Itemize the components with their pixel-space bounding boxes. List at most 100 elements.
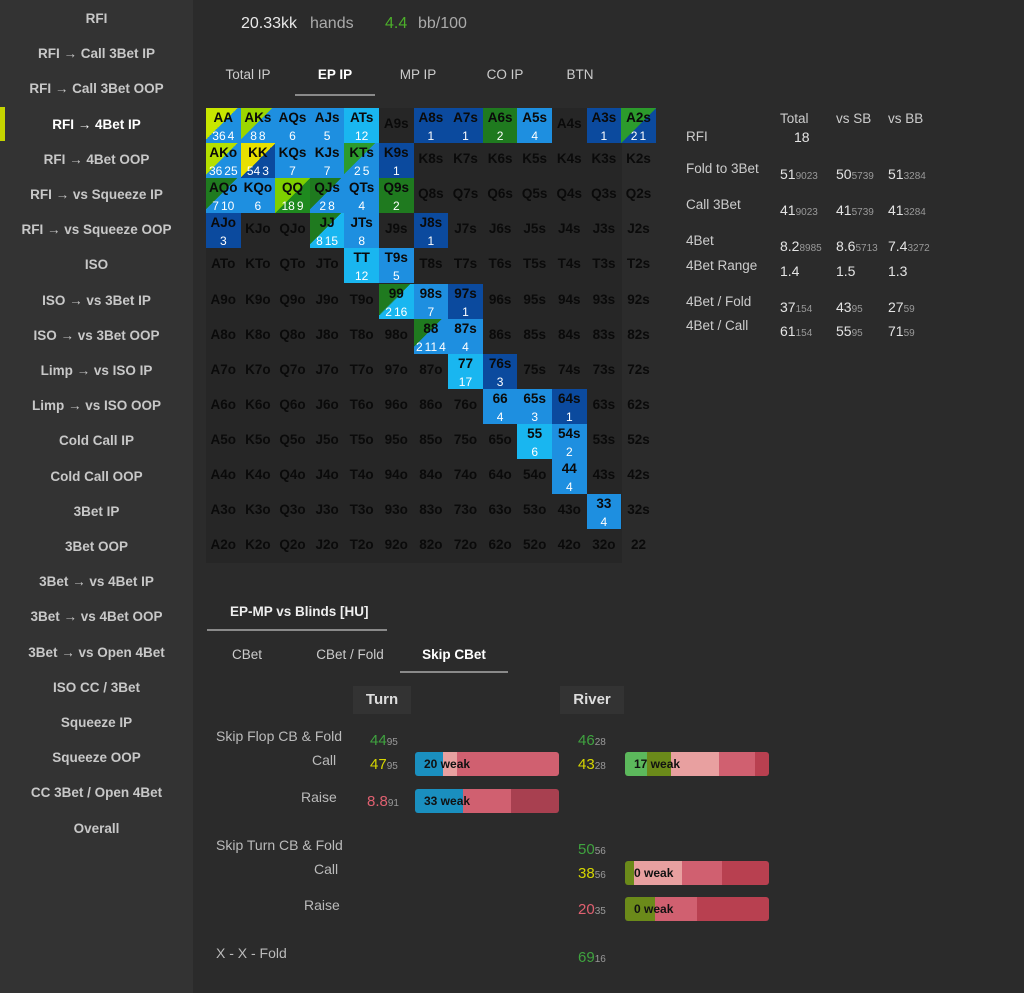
hand-cell[interactable]: 64o bbox=[483, 459, 518, 494]
hand-cell[interactable]: A9o bbox=[206, 284, 241, 319]
hand-cell[interactable]: 98o bbox=[379, 319, 414, 354]
hand-cell[interactable]: J5o bbox=[310, 424, 345, 459]
sidebar-item[interactable]: Squeeze IP bbox=[60, 715, 133, 730]
hand-cell[interactable]: 86s bbox=[483, 319, 518, 354]
hand-cell[interactable]: A5o bbox=[206, 424, 241, 459]
hand-cell[interactable]: 86o bbox=[414, 389, 449, 424]
hand-cell[interactable]: 83o bbox=[414, 494, 449, 529]
hand-cell[interactable]: Q3o bbox=[275, 494, 310, 529]
hand-cell[interactable]: 33 4 bbox=[586, 494, 622, 530]
hand-cell[interactable]: 92o bbox=[379, 529, 414, 564]
hand-cell[interactable]: A8o bbox=[206, 319, 241, 354]
hand-cell[interactable]: 73o bbox=[448, 494, 483, 529]
hand-cell[interactable]: A3s 1 bbox=[586, 108, 622, 143]
hand-cell[interactable]: K5s bbox=[517, 143, 552, 178]
hand-cell[interactable]: KTs 2 5 bbox=[344, 143, 379, 179]
sidebar-item[interactable]: Overall bbox=[73, 820, 120, 836]
hand-cell[interactable]: Q3s bbox=[587, 178, 622, 213]
hand-cell[interactable]: 54s 2 bbox=[552, 423, 587, 459]
hand-cell[interactable]: T9s 5 bbox=[379, 248, 414, 284]
hand-cell[interactable]: J9s bbox=[379, 213, 414, 248]
hand-cell[interactable]: J2s bbox=[621, 213, 656, 248]
hand-cell[interactable]: A4s bbox=[552, 108, 587, 143]
hand-cell[interactable]: 95o bbox=[379, 424, 414, 459]
hand-cell[interactable]: KQo 6 bbox=[240, 178, 276, 214]
sidebar-item[interactable]: RFI → Call 3Bet IP bbox=[37, 46, 156, 62]
hand-cell[interactable]: JTs 8 bbox=[344, 213, 379, 249]
hand-cell[interactable]: 75s bbox=[517, 354, 552, 389]
hand-cell[interactable]: 77 17 bbox=[448, 353, 483, 389]
weak-distribution-bar[interactable]: 0 weak bbox=[625, 897, 769, 921]
hand-cell[interactable]: Q8s bbox=[414, 178, 449, 213]
position-tab[interactable]: CO IP bbox=[486, 67, 524, 82]
hand-cell[interactable]: 96o bbox=[379, 389, 414, 424]
hand-cell[interactable]: 43o bbox=[552, 494, 587, 529]
sidebar-item[interactable]: RFI → 4Bet OOP bbox=[43, 151, 150, 167]
hand-cell[interactable]: 99 2 16 bbox=[379, 283, 414, 319]
hand-cell[interactable]: A4o bbox=[206, 459, 241, 494]
hand-cell[interactable]: AQo 7 10 bbox=[206, 178, 241, 214]
hand-cell[interactable]: T6s bbox=[483, 248, 518, 283]
hand-cell[interactable]: 82o bbox=[414, 529, 449, 564]
hand-cell[interactable]: 55 6 bbox=[517, 423, 552, 459]
weak-distribution-bar[interactable]: 33 weak bbox=[415, 789, 559, 813]
hand-cell[interactable]: K7o bbox=[241, 354, 276, 389]
hand-cell[interactable]: T7o bbox=[344, 354, 379, 389]
sidebar-item[interactable]: Limp → vs ISO OOP bbox=[31, 398, 162, 414]
hand-cell[interactable]: 63s bbox=[587, 389, 622, 424]
hand-cell[interactable]: 72s bbox=[621, 354, 656, 389]
hand-cell[interactable]: J9o bbox=[310, 284, 345, 319]
sidebar-item[interactable]: ISO → vs 3Bet IP bbox=[42, 292, 151, 308]
hand-cell[interactable]: 74s bbox=[552, 354, 587, 389]
hand-cell[interactable]: 97o bbox=[379, 354, 414, 389]
hand-cell[interactable]: 42s bbox=[621, 459, 656, 494]
hand-cell[interactable]: K8o bbox=[241, 319, 276, 354]
hand-cell[interactable]: 84o bbox=[414, 459, 449, 494]
sidebar-item[interactable]: ISO → vs 3Bet OOP bbox=[33, 327, 160, 343]
hand-cell[interactable]: J6o bbox=[310, 389, 345, 424]
sidebar-item[interactable]: 3Bet IP bbox=[73, 503, 120, 519]
hand-cell[interactable]: J3s bbox=[587, 213, 622, 248]
hand-cell[interactable]: 87o bbox=[414, 354, 449, 389]
hand-cell[interactable]: J7o bbox=[310, 354, 345, 389]
hand-cell[interactable]: 75o bbox=[448, 424, 483, 459]
hand-cell[interactable]: AKo 36 25 bbox=[206, 143, 241, 179]
hand-cell[interactable]: A2s 2 1 bbox=[621, 108, 656, 143]
hand-cell[interactable]: T8o bbox=[344, 319, 379, 354]
hand-cell[interactable]: 84s bbox=[552, 319, 587, 354]
hand-cell[interactable]: 72o bbox=[448, 529, 483, 564]
hand-cell[interactable]: T9o bbox=[344, 284, 379, 319]
hand-cell[interactable]: KJs 7 bbox=[309, 143, 345, 179]
hand-cell[interactable]: 62s bbox=[621, 389, 656, 424]
hand-cell[interactable]: J5s bbox=[517, 213, 552, 248]
hand-cell[interactable]: A5s 4 bbox=[517, 108, 552, 143]
hand-cell[interactable]: J6s bbox=[483, 213, 518, 248]
hand-cell[interactable]: ATo bbox=[206, 248, 241, 283]
hand-cell[interactable]: Q4o bbox=[275, 459, 310, 494]
hand-cell[interactable]: K8s bbox=[414, 143, 449, 178]
hand-cell[interactable]: 94s bbox=[552, 284, 587, 319]
hand-cell[interactable]: 53o bbox=[517, 494, 552, 529]
hand-cell[interactable]: T4s bbox=[552, 248, 587, 283]
hand-cell[interactable]: Q9s 2 bbox=[379, 178, 414, 214]
sidebar-item[interactable]: ISO CC / 3Bet bbox=[52, 679, 141, 695]
hand-cell[interactable]: 62o bbox=[483, 529, 518, 564]
hand-cell[interactable]: 83s bbox=[587, 319, 622, 354]
hand-cell[interactable]: J4o bbox=[310, 459, 345, 494]
hand-cell[interactable]: 74o bbox=[448, 459, 483, 494]
hand-cell[interactable]: K3o bbox=[241, 494, 276, 529]
sidebar-item[interactable]: RFI → Call 3Bet OOP bbox=[29, 81, 164, 97]
weak-distribution-bar[interactable]: 17 weak bbox=[625, 752, 769, 776]
hand-cell[interactable]: T2o bbox=[344, 529, 379, 564]
hand-cell[interactable]: QTs 4 bbox=[344, 178, 379, 214]
sidebar-item[interactable]: 3Bet → vs Open 4Bet bbox=[28, 644, 165, 660]
hand-cell[interactable]: Q8o bbox=[275, 319, 310, 354]
hand-cell[interactable]: K7s bbox=[448, 143, 483, 178]
section-title[interactable]: EP-MP vs Blinds [HU] bbox=[230, 604, 369, 619]
weak-distribution-bar[interactable]: 0 weak bbox=[625, 861, 769, 885]
hand-cell[interactable]: K6s bbox=[483, 143, 518, 178]
hand-cell[interactable]: Q6o bbox=[275, 389, 310, 424]
hand-cell[interactable]: JJ 8 15 bbox=[309, 213, 345, 249]
hand-cell[interactable]: KTo bbox=[241, 248, 276, 283]
hand-cell[interactable]: Q7s bbox=[448, 178, 483, 213]
